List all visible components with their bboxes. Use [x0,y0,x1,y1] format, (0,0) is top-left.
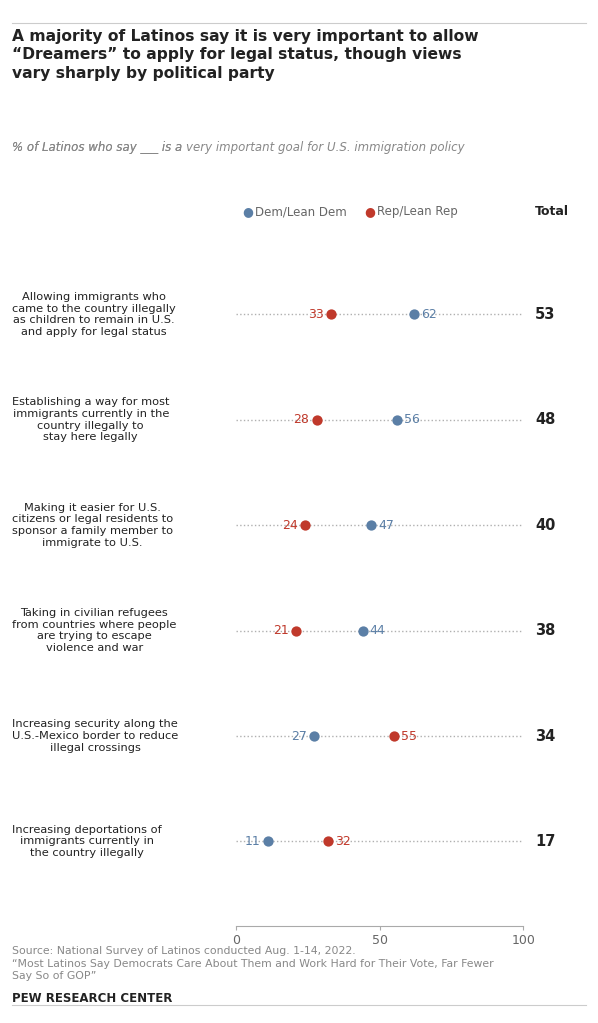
Point [312,411,321,428]
Text: ●: ● [243,206,254,218]
Text: Source: National Survey of Latinos conducted Aug. 1-14, 2022.
“Most Latinos Say : Source: National Survey of Latinos condu… [12,946,493,981]
Text: 17: 17 [535,834,556,849]
Text: 62: 62 [422,308,437,321]
Point [392,411,402,428]
Text: 47: 47 [379,519,394,532]
Text: Establishing a way for most
immigrants currently in the
country illegally to
sta: Establishing a way for most immigrants c… [12,398,169,442]
Text: 32: 32 [335,835,351,848]
Text: 24: 24 [282,519,298,532]
Text: PEW RESEARCH CENTER: PEW RESEARCH CENTER [12,992,172,1006]
Text: Making it easier for U.S.
citizens or legal residents to
sponsor a family member: Making it easier for U.S. citizens or le… [12,503,173,547]
Point [292,623,301,639]
Text: Total: Total [535,205,569,218]
Text: 55: 55 [401,729,417,743]
Text: Taking in civilian refugees
from countries where people
are trying to escape
vio: Taking in civilian refugees from countri… [12,609,176,653]
Text: 33: 33 [308,308,324,321]
Text: % of Latinos who say ___ is a: % of Latinos who say ___ is a [12,141,186,154]
Text: Increasing security along the
U.S.-Mexico border to reduce
illegal crossings: Increasing security along the U.S.-Mexic… [12,719,178,753]
Text: 38: 38 [535,623,556,638]
Text: ●: ● [364,206,375,218]
Point [367,517,376,533]
Point [300,517,310,533]
Text: Rep/Lean Rep: Rep/Lean Rep [377,206,457,218]
Text: 48: 48 [535,412,556,428]
Point [326,306,335,322]
Point [309,728,319,745]
Text: Dem/Lean Dem: Dem/Lean Dem [255,206,347,218]
Point [263,834,273,850]
Text: Increasing deportations of
immigrants currently in
the country illegally: Increasing deportations of immigrants cu… [12,825,161,858]
Text: A majority of Latinos say it is very important to allow
“Dreamers” to apply for : A majority of Latinos say it is very imp… [12,29,478,81]
Point [358,623,367,639]
Text: 44: 44 [370,624,386,637]
Point [389,728,399,745]
Text: % of Latinos who say ___ is a very important goal for U.S. immigration policy: % of Latinos who say ___ is a very impor… [12,141,465,154]
Text: 40: 40 [535,518,556,533]
Text: 11: 11 [245,835,261,848]
Text: 21: 21 [273,624,289,637]
Point [410,306,419,322]
Point [324,834,333,850]
Text: 56: 56 [404,413,420,427]
Text: 27: 27 [291,729,307,743]
Text: Allowing immigrants who
came to the country illegally
as children to remain in U: Allowing immigrants who came to the coun… [12,293,176,337]
Text: 28: 28 [294,413,309,427]
Text: 34: 34 [535,728,556,744]
Text: 53: 53 [535,307,556,322]
